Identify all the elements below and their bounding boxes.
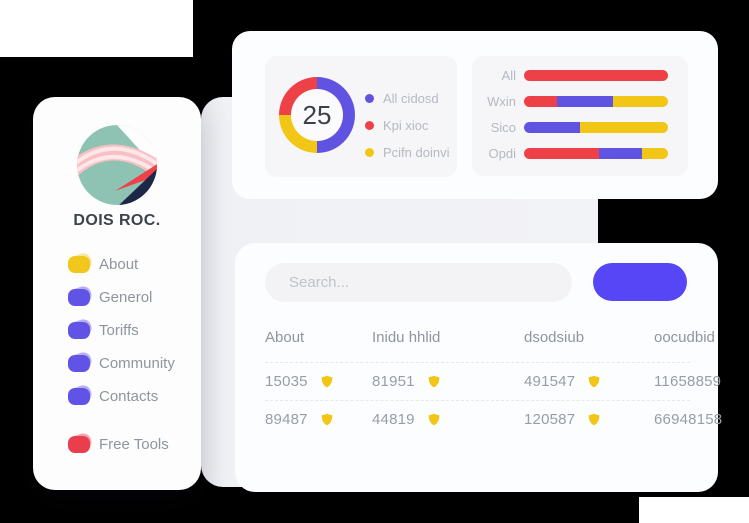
table-cell: 120587 [524, 411, 654, 428]
legend-dot-icon [365, 148, 374, 157]
contacts-blob-icon [68, 388, 90, 405]
sidebar-item-about[interactable]: About [33, 248, 201, 281]
cell-value: 81951 [372, 373, 415, 390]
legend-dot-icon [365, 94, 374, 103]
data-table: About Inidu hhlid dsodsiub oocudbid 15035 81… [265, 329, 722, 438]
bar-chart-panel: All Wxin Sico Opdi [472, 56, 688, 176]
bar-segment [524, 147, 599, 159]
column-header-dsodsiub: dsodsiub [524, 329, 585, 346]
bar-row-label: Sico [490, 119, 516, 135]
table-cell: 66948158 [654, 411, 722, 428]
table-row[interactable]: 89487 44819 120587 66948158 [265, 400, 722, 438]
cell-value: 491547 [524, 373, 576, 390]
sidebar-item-label: Contacts [99, 388, 159, 405]
cell-value: 11658859 [654, 373, 722, 390]
bar-segment [598, 147, 643, 159]
sidebar-item-label: About [99, 256, 139, 273]
generol-blob-icon [68, 289, 90, 306]
table-row[interactable]: 15035 81951 491547 11658859 [265, 362, 721, 400]
legend-label: All cidosd [383, 91, 439, 106]
sidebar-item-contacts[interactable]: Contacts [33, 380, 201, 413]
search-input[interactable] [265, 263, 572, 302]
shield-icon [321, 375, 333, 388]
primary-button[interactable] [593, 263, 687, 301]
free-tools-blob-icon [68, 436, 90, 453]
legend-item: Pcifn doinvi [365, 139, 449, 166]
about-blob-icon [68, 256, 90, 273]
bar-segment [580, 121, 668, 133]
table-cell: 11658859 [654, 373, 721, 390]
sidebar-item-label: Free Tools [99, 436, 169, 453]
table-body: 15035 81951 491547 11658859 89487 44819 120587… [265, 362, 722, 438]
decor-rect-top-left [0, 0, 193, 57]
cell-value: 89487 [265, 411, 308, 428]
shield-icon [428, 375, 440, 388]
shield-icon [428, 413, 440, 426]
shield-icon [321, 413, 333, 426]
bar-row-all: All [472, 62, 668, 88]
sidebar-item-toriffs[interactable]: Toriffs [33, 314, 201, 347]
table-cell: 44819 [372, 411, 524, 428]
donut-center-value: 25 [302, 99, 332, 130]
cell-value: 66948158 [654, 411, 723, 428]
sidebar: DOIS ROC. About Generol Toriffs Community Co… [33, 97, 201, 490]
sidebar-item-generol[interactable]: Generol [33, 281, 201, 314]
bar-row-wxin: Wxin [472, 88, 668, 114]
toriffs-blob-icon [68, 322, 90, 339]
dois-roc-logo-icon [77, 125, 157, 205]
cell-value: 120587 [524, 411, 576, 428]
bar-row-opdi: Opdi [472, 140, 668, 166]
bar-row-label: All [501, 67, 516, 83]
shield-icon [588, 413, 600, 426]
table-cell: 491547 [524, 373, 654, 390]
decor-rect-bottom-right [639, 497, 749, 523]
donut-chart-panel: 25 All cidosd Kpi xioc Pcifn doinvi [265, 56, 457, 177]
sidebar-menu: About Generol Toriffs Community Contacts Free… [33, 248, 201, 461]
stacked-bar [524, 121, 668, 133]
legend-label: Kpi xioc [383, 118, 429, 133]
sidebar-item-community[interactable]: Community [33, 347, 201, 380]
legend-dot-icon [365, 121, 374, 130]
stacked-bar [524, 147, 668, 159]
legend-label: Pcifn doinvi [383, 145, 450, 160]
column-header-inidu-hhlid: Inidu hhlid [372, 329, 441, 346]
community-blob-icon [68, 355, 90, 372]
legend-item: Kpi xioc [365, 112, 449, 139]
sidebar-item-label: Generol [99, 289, 153, 306]
bar-row-sico: Sico [472, 114, 668, 140]
stacked-bar [524, 69, 668, 81]
bar-segment [524, 121, 581, 133]
shield-icon [588, 375, 600, 388]
column-header-about: About [265, 329, 305, 346]
cell-value: 15035 [265, 373, 308, 390]
bar-row-label: Wxin [487, 93, 516, 109]
bar-segment [613, 95, 668, 107]
brand-title: DOIS ROC. [73, 212, 161, 229]
bar-segment [524, 69, 668, 81]
table-card: About Inidu hhlid dsodsiub oocudbid 15035 81… [235, 243, 722, 492]
bar-segment [557, 95, 614, 107]
donut-chart: 25 [279, 77, 355, 153]
table-cell: 81951 [372, 373, 524, 390]
sidebar-item-label: Community [99, 355, 175, 372]
table-cell: 89487 [265, 411, 372, 428]
stats-card: 25 All cidosd Kpi xioc Pcifn doinvi All Wxi… [232, 31, 718, 199]
bar-segment [642, 147, 668, 159]
column-header-oocudbid: oocudbid [654, 329, 715, 346]
cell-value: 44819 [372, 411, 415, 428]
bar-segment [524, 95, 558, 107]
stacked-bar [524, 95, 668, 107]
sidebar-item-label: Toriffs [99, 322, 139, 339]
table-header-row: About Inidu hhlid dsodsiub oocudbid [265, 329, 715, 362]
sidebar-item-free-tools[interactable]: Free Tools [33, 428, 201, 461]
bar-row-label: Opdi [488, 145, 516, 161]
table-cell: 15035 [265, 373, 372, 390]
donut-legend: All cidosd Kpi xioc Pcifn doinvi [365, 85, 449, 166]
legend-item: All cidosd [365, 85, 449, 112]
